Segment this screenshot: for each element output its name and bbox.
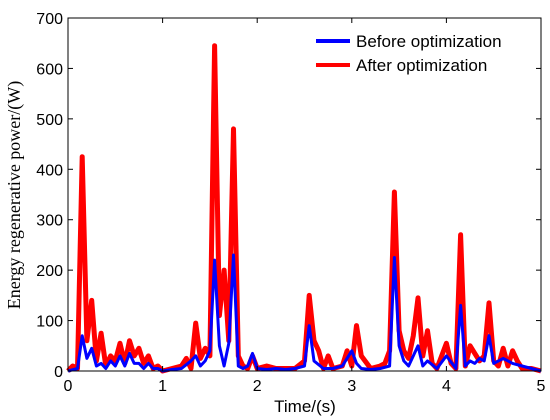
y-tick-label: 600 bbox=[36, 61, 63, 78]
x-axis-label: Time/(s) bbox=[274, 397, 336, 416]
y-tick-label: 400 bbox=[36, 162, 63, 179]
y-tick-label: 300 bbox=[36, 213, 63, 230]
x-tick-label: 1 bbox=[158, 378, 167, 395]
plot-area bbox=[66, 43, 542, 374]
y-tick-label: 200 bbox=[36, 263, 63, 280]
y-axis: 0 100 200 300 400 500 600 700 bbox=[36, 11, 541, 381]
x-tick-label: 4 bbox=[442, 378, 451, 395]
y-tick-label: 700 bbox=[36, 11, 63, 28]
series-line-after bbox=[66, 43, 542, 374]
x-tick-label: 0 bbox=[64, 378, 73, 395]
legend-label-before: Before optimization bbox=[356, 32, 502, 51]
x-tick-label: 5 bbox=[537, 378, 546, 395]
legend: Before optimization After optimization bbox=[316, 32, 502, 75]
plot-frame bbox=[67, 17, 542, 372]
series-line-before bbox=[67, 253, 542, 373]
x-tick-label: 2 bbox=[253, 378, 262, 395]
x-axis: 0 1 2 3 4 5 bbox=[64, 18, 546, 395]
y-tick-label: 500 bbox=[36, 112, 63, 129]
legend-label-after: After optimization bbox=[356, 56, 487, 75]
y-tick-label: 0 bbox=[54, 364, 63, 381]
y-axis-label: Energy regenerative power/(W) bbox=[4, 81, 25, 310]
y-tick-label: 100 bbox=[36, 314, 63, 331]
x-tick-label: 3 bbox=[347, 378, 356, 395]
